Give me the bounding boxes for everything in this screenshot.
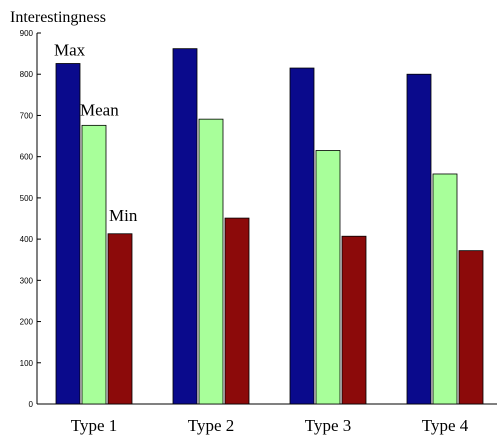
- y-tick-label: 600: [20, 153, 34, 162]
- y-tick-label: 900: [20, 29, 34, 38]
- y-tick-label: 100: [20, 359, 34, 368]
- y-tick-label: 300: [20, 276, 34, 285]
- bar-mean-2: [198, 118, 224, 405]
- y-tick-label: 500: [20, 194, 34, 203]
- bar-mean-3: [315, 150, 341, 405]
- plot-area: 0 100 200 300 400 500 600 700 800 900 Type 1 Type 2…: [20, 29, 497, 435]
- annotation-max: Max: [54, 41, 86, 60]
- x-category-label: Type 3: [305, 416, 352, 435]
- y-axis-label: Interestingness: [10, 9, 106, 26]
- bar-max-4: [406, 73, 432, 405]
- bar-min-3: [341, 235, 367, 405]
- x-category-label: Type 1: [71, 416, 118, 435]
- y-tick-label: 0: [29, 400, 34, 409]
- x-category-label: Type 2: [188, 416, 235, 435]
- y-tick-label: 400: [20, 235, 34, 244]
- bar-min-1: [107, 233, 133, 405]
- x-category-label: Type 4: [422, 416, 469, 435]
- bar-mean-1: [81, 124, 107, 405]
- bar-min-4: [458, 250, 484, 405]
- annotation-mean: Mean: [80, 100, 119, 119]
- bar-max-3: [289, 67, 315, 405]
- y-tick-label: 200: [20, 318, 34, 327]
- y-tick-label: 700: [20, 111, 34, 120]
- bar-max-2: [172, 48, 198, 405]
- bar-min-2: [224, 217, 250, 405]
- y-tick-label: 800: [20, 70, 34, 79]
- annotation-min: Min: [109, 206, 138, 225]
- bar-mean-4: [432, 173, 458, 405]
- bar-max-1: [55, 63, 81, 405]
